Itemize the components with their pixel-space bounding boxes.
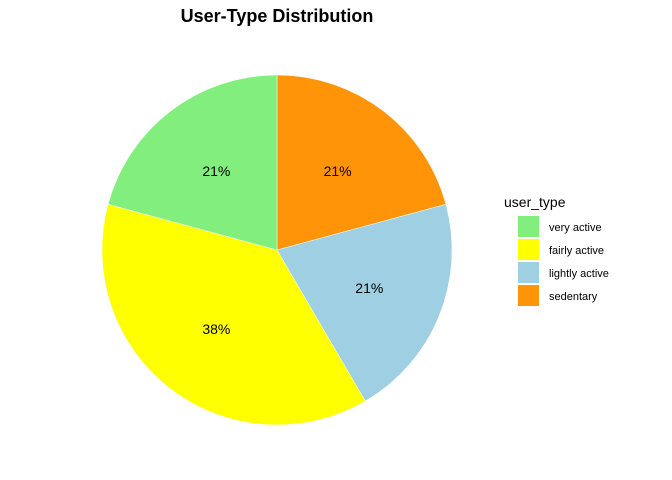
legend-label-sedentary: sedentary: [549, 291, 598, 303]
legend-swatch-very-active: [518, 216, 539, 237]
legend-swatch-fairly-active: [518, 239, 539, 260]
pie-slice-lightly-active: [276, 203, 453, 402]
pie-slice-fairly-active: [101, 203, 366, 426]
slice-label-sedentary: 21%: [324, 163, 352, 179]
legend-items: very active fairly active lightly active se…: [518, 216, 609, 306]
legend-swatch-sedentary: [518, 285, 539, 306]
slice-label-fairly-active: 38%: [202, 321, 230, 337]
slice-label-very-active: 21%: [202, 163, 230, 179]
legend-label-lightly-active: lightly active: [549, 268, 609, 280]
chart-title: User-Type Distribution: [181, 6, 374, 26]
pie-slices: [101, 74, 453, 426]
slice-label-lightly-active: 21%: [355, 280, 383, 296]
pie-slice-labels: 21% 21% 38% 21%: [202, 163, 383, 337]
pie-slice-very-active: [107, 74, 278, 251]
pie-slice-sedentary: [276, 74, 447, 251]
legend: user_type very active fairly active lightl…: [504, 194, 609, 306]
legend-swatch-lightly-active: [518, 262, 539, 283]
legend-title: user_type: [504, 194, 566, 210]
legend-label-very-active: very active: [549, 222, 602, 234]
legend-label-fairly-active: fairly active: [549, 245, 604, 257]
